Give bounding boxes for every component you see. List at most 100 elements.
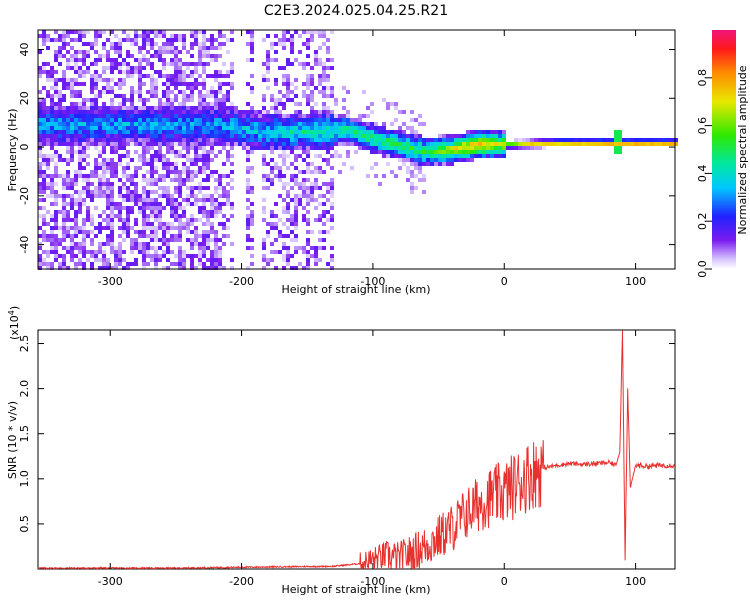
spectrogram-cell (50, 242, 54, 246)
spectrogram-cell (286, 194, 290, 198)
spectrogram-cell (114, 250, 118, 254)
spectrogram-cell (186, 198, 190, 202)
spectrogram-cell (198, 246, 202, 250)
spectrogram-cell (330, 126, 334, 130)
spectrogram-cell (214, 258, 218, 262)
spectrogram-cell (294, 118, 298, 122)
spectrogram-cell (78, 74, 82, 78)
spectrogram-cell (174, 70, 178, 74)
spectrogram-cell (202, 246, 206, 250)
spectrogram-cell (674, 142, 678, 146)
spectrogram-cell (54, 222, 58, 226)
spectrogram-cell (562, 142, 566, 146)
spectrogram-cell (102, 30, 106, 34)
spectrogram-cell (54, 250, 58, 254)
spectrogram-cell (170, 130, 174, 134)
spectrogram-cell (118, 106, 122, 110)
spectrogram-cell (98, 186, 102, 190)
spectrogram-cell (66, 82, 70, 86)
spectrogram-cell (54, 218, 58, 222)
spectrogram-cell (122, 222, 126, 226)
spectrogram-cell (366, 174, 370, 178)
spectrogram-cell (262, 246, 266, 250)
spectrogram-cell (422, 178, 426, 182)
spectrogram-cell (154, 246, 158, 250)
spectrogram-cell (250, 118, 254, 122)
spectrogram-cell (54, 134, 58, 138)
spectrogram-cell (58, 254, 62, 258)
spectrogram-cell (306, 146, 310, 150)
spectrogram-cell (98, 114, 102, 118)
spectrogram-cell (202, 86, 206, 90)
spectrogram-cell (118, 246, 122, 250)
spectrogram-cell (38, 114, 42, 118)
spectrogram-cell (226, 158, 230, 162)
spectrogram-cell (166, 230, 170, 234)
spectrogram-cell (94, 98, 98, 102)
spectrogram-cell (270, 258, 274, 262)
spectrogram-cell (230, 122, 234, 126)
spectrogram-cell (362, 114, 366, 118)
spectrogram-cell (270, 150, 274, 154)
spectrogram-cell (282, 198, 286, 202)
spectrogram-cell (162, 138, 166, 142)
spectrogram-cell (86, 30, 90, 34)
spectrogram-cell (54, 210, 58, 214)
spectrogram-cell (186, 94, 190, 98)
spectrogram-cell (226, 194, 230, 198)
spectrogram-cell (166, 242, 170, 246)
spectrogram-cell (70, 30, 74, 34)
spectrogram-cell (330, 94, 334, 98)
spectrogram-cell (174, 190, 178, 194)
spectrogram-cell (106, 262, 110, 266)
spectrogram-cell (266, 118, 270, 122)
spectrogram-cell (166, 86, 170, 90)
spectrogram-cell (202, 206, 206, 210)
spectrogram-cell (498, 134, 502, 138)
spectrogram-cell (486, 138, 490, 142)
spectrogram-cell (46, 110, 50, 114)
spectrogram-cell (250, 122, 254, 126)
spectrogram-cell (206, 74, 210, 78)
spectrogram-cell (358, 114, 362, 118)
spectrogram-cell (410, 182, 414, 186)
spectrogram-cell (78, 142, 82, 146)
spectrogram-cell (106, 162, 110, 166)
spectrogram-cell (66, 50, 70, 54)
spectrogram-cell (310, 106, 314, 110)
spectrogram-cell (178, 178, 182, 182)
spectrogram-cell (174, 166, 178, 170)
spectrogram-cell (38, 206, 42, 210)
spectrogram-cell (318, 122, 322, 126)
spectrogram-cell (186, 138, 190, 142)
spectrogram-cell (70, 118, 74, 122)
spectrogram-cell (122, 122, 126, 126)
spectrogram-cell (198, 94, 202, 98)
spectrogram-cell (270, 250, 274, 254)
spectrogram-cell (178, 230, 182, 234)
spectrogram-cell (414, 134, 418, 138)
spectrogram-cell (282, 150, 286, 154)
spectrogram-cell (142, 122, 146, 126)
snr-y-tick-label: 2.5 (18, 335, 31, 353)
spectrogram-cell (214, 210, 218, 214)
spectrogram-cell (150, 206, 154, 210)
colorbar-tick-label: 0.4 (696, 165, 709, 183)
spectrogram-cell (162, 230, 166, 234)
spectrogram-cell (214, 134, 218, 138)
spectrogram-cell (210, 146, 214, 150)
spectrogram-cell (266, 86, 270, 90)
spectrogram-cell (206, 54, 210, 58)
spectrogram-cell (406, 138, 410, 142)
spectrogram-cell (482, 146, 486, 150)
spectrogram-cell (370, 102, 374, 106)
spectrogram-cell (374, 122, 378, 126)
spectrogram-cell (270, 166, 274, 170)
spectrogram-cell (246, 102, 250, 106)
spectrogram-cell (182, 106, 186, 110)
spectrogram-cell (110, 90, 114, 94)
spectrogram-cell (210, 254, 214, 258)
spectrogram-cell (118, 122, 122, 126)
spectrogram-cell (130, 130, 134, 134)
spectrogram-cell (178, 238, 182, 242)
